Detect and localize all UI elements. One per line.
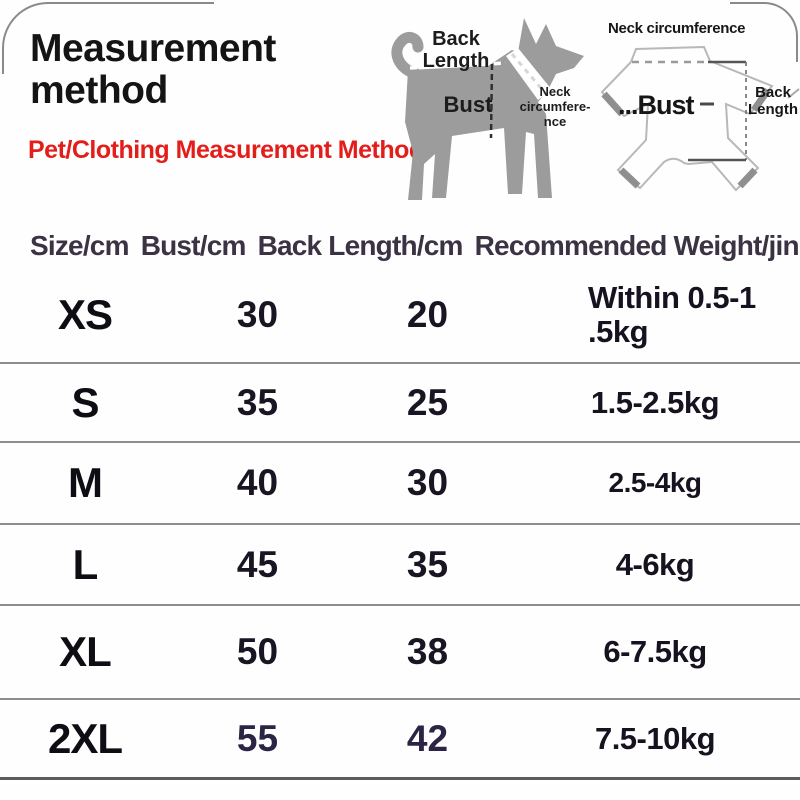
- dog-measurement-diagram: Back Length Bust Neck circumfere- nce: [388, 6, 598, 206]
- dog-back-length-label: Back Length: [422, 28, 490, 72]
- size-cell: M: [68, 459, 103, 506]
- bust-cell: 45: [236, 543, 279, 585]
- table-header-row: Size/cm Bust/cm Back Length/cm Recommend…: [0, 224, 800, 268]
- size-cell: L: [72, 540, 99, 588]
- garment-bust-label: ...Bust: [618, 90, 695, 120]
- dog-silhouette-icon: [391, 18, 584, 200]
- column-header-size: Size/cm: [30, 230, 129, 261]
- size-cell: XL: [59, 628, 112, 675]
- table-row-m: M 40 30 2.5-4kg: [0, 443, 800, 525]
- column-header-bust: Bust/cm: [140, 230, 247, 261]
- dog-bust-label: Bust: [443, 92, 493, 117]
- weight-cell: Within 0.5-1 .5kg: [588, 280, 756, 349]
- garment-neck-circumference-label: Neck circumference: [608, 20, 746, 37]
- size-chart-table: Size/cm Bust/cm Back Length/cm Recommend…: [0, 224, 800, 780]
- back-length-cell: 30: [406, 462, 449, 503]
- size-cell: XS: [57, 291, 113, 338]
- weight-cell: 6-7.5kg: [603, 634, 707, 669]
- garment-measurement-diagram: Neck circumference ...Bust Back Length: [596, 18, 800, 203]
- column-header-weight: Recommended Weight/jin: [474, 230, 800, 261]
- size-cell: S: [71, 378, 99, 426]
- page-title: Measurement method: [30, 27, 276, 112]
- table-row-l: L 45 35 4-6kg: [0, 525, 800, 606]
- table-row-s: S 35 25 1.5-2.5kg: [0, 364, 800, 443]
- weight-cell: 4-6kg: [615, 546, 695, 582]
- dog-neck-circumference-label: Neck circumfere- nce: [519, 84, 591, 129]
- table-row-xl: XL 50 38 6-7.5kg: [0, 606, 800, 700]
- garment-outline-icon: [600, 45, 800, 192]
- weight-cell: 7.5-10kg: [594, 720, 716, 756]
- column-header-back-length: Back Length/cm: [257, 230, 464, 261]
- bust-cell: 40: [236, 462, 279, 503]
- page-subtitle: Pet/Clothing Measurement Method: [28, 136, 424, 164]
- size-cell: 2XL: [47, 714, 123, 762]
- back-length-cell: 38: [406, 631, 449, 672]
- bust-cell: 50: [236, 631, 279, 672]
- back-length-cell: 25: [406, 381, 449, 423]
- garment-back-length-label: Back Length: [748, 84, 798, 118]
- bust-cell: 55: [236, 717, 279, 759]
- bust-cell: 35: [236, 381, 279, 423]
- table-row-2xl: 2XL 55 42 7.5-10kg: [0, 700, 800, 780]
- back-length-cell: 20: [406, 294, 449, 335]
- bust-cell: 30: [236, 294, 279, 335]
- table-row-xs: XS 30 20 Within 0.5-1 .5kg: [0, 268, 800, 364]
- back-length-cell: 35: [406, 543, 449, 585]
- back-length-cell: 42: [406, 717, 449, 759]
- weight-cell: 1.5-2.5kg: [590, 384, 720, 420]
- weight-cell: 2.5-4kg: [608, 467, 703, 498]
